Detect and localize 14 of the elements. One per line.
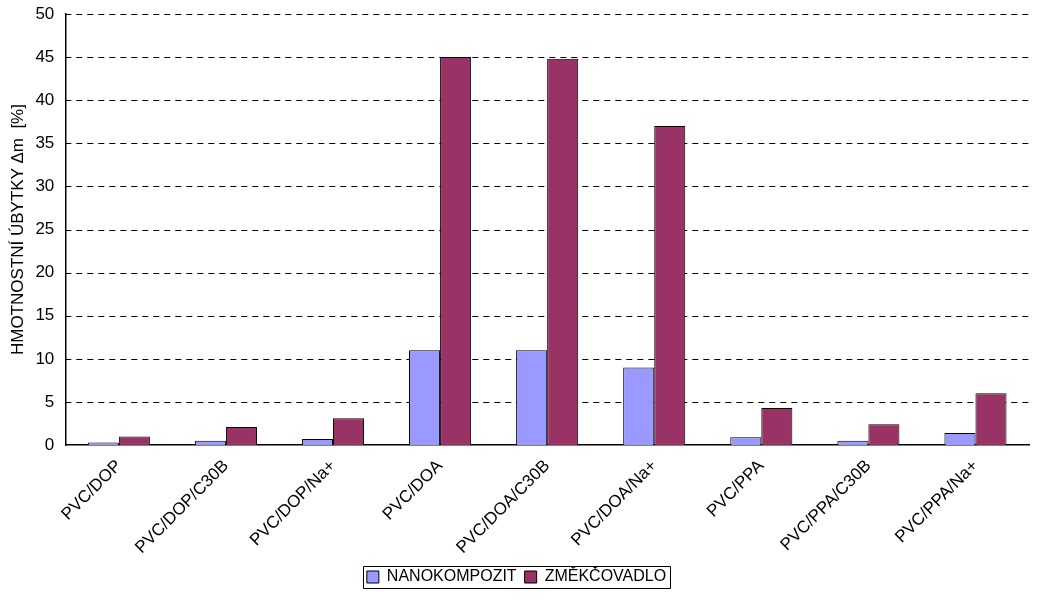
- y-tick-label: 45: [35, 46, 55, 66]
- y-tick-label: 5: [44, 391, 55, 411]
- y-tick-label: 35: [35, 133, 55, 153]
- y-tick-label: 30: [35, 176, 55, 196]
- y-axis-title: HMOTNOSTNÍ ÚBYTKY Δm [%]: [7, 104, 27, 356]
- y-tick-label: 40: [35, 89, 55, 109]
- y-tick-label: 20: [35, 262, 55, 282]
- y-tick-label: 0: [44, 434, 55, 454]
- y-tick-label: 15: [35, 305, 55, 325]
- y-tick-label: 10: [35, 348, 55, 368]
- legend-label: ZMĚKČOVADLO: [544, 566, 667, 585]
- y-tick-label: 50: [35, 3, 55, 23]
- legend-label: NANOKOMPOZIT: [386, 567, 517, 585]
- y-tick-label: 25: [35, 219, 55, 239]
